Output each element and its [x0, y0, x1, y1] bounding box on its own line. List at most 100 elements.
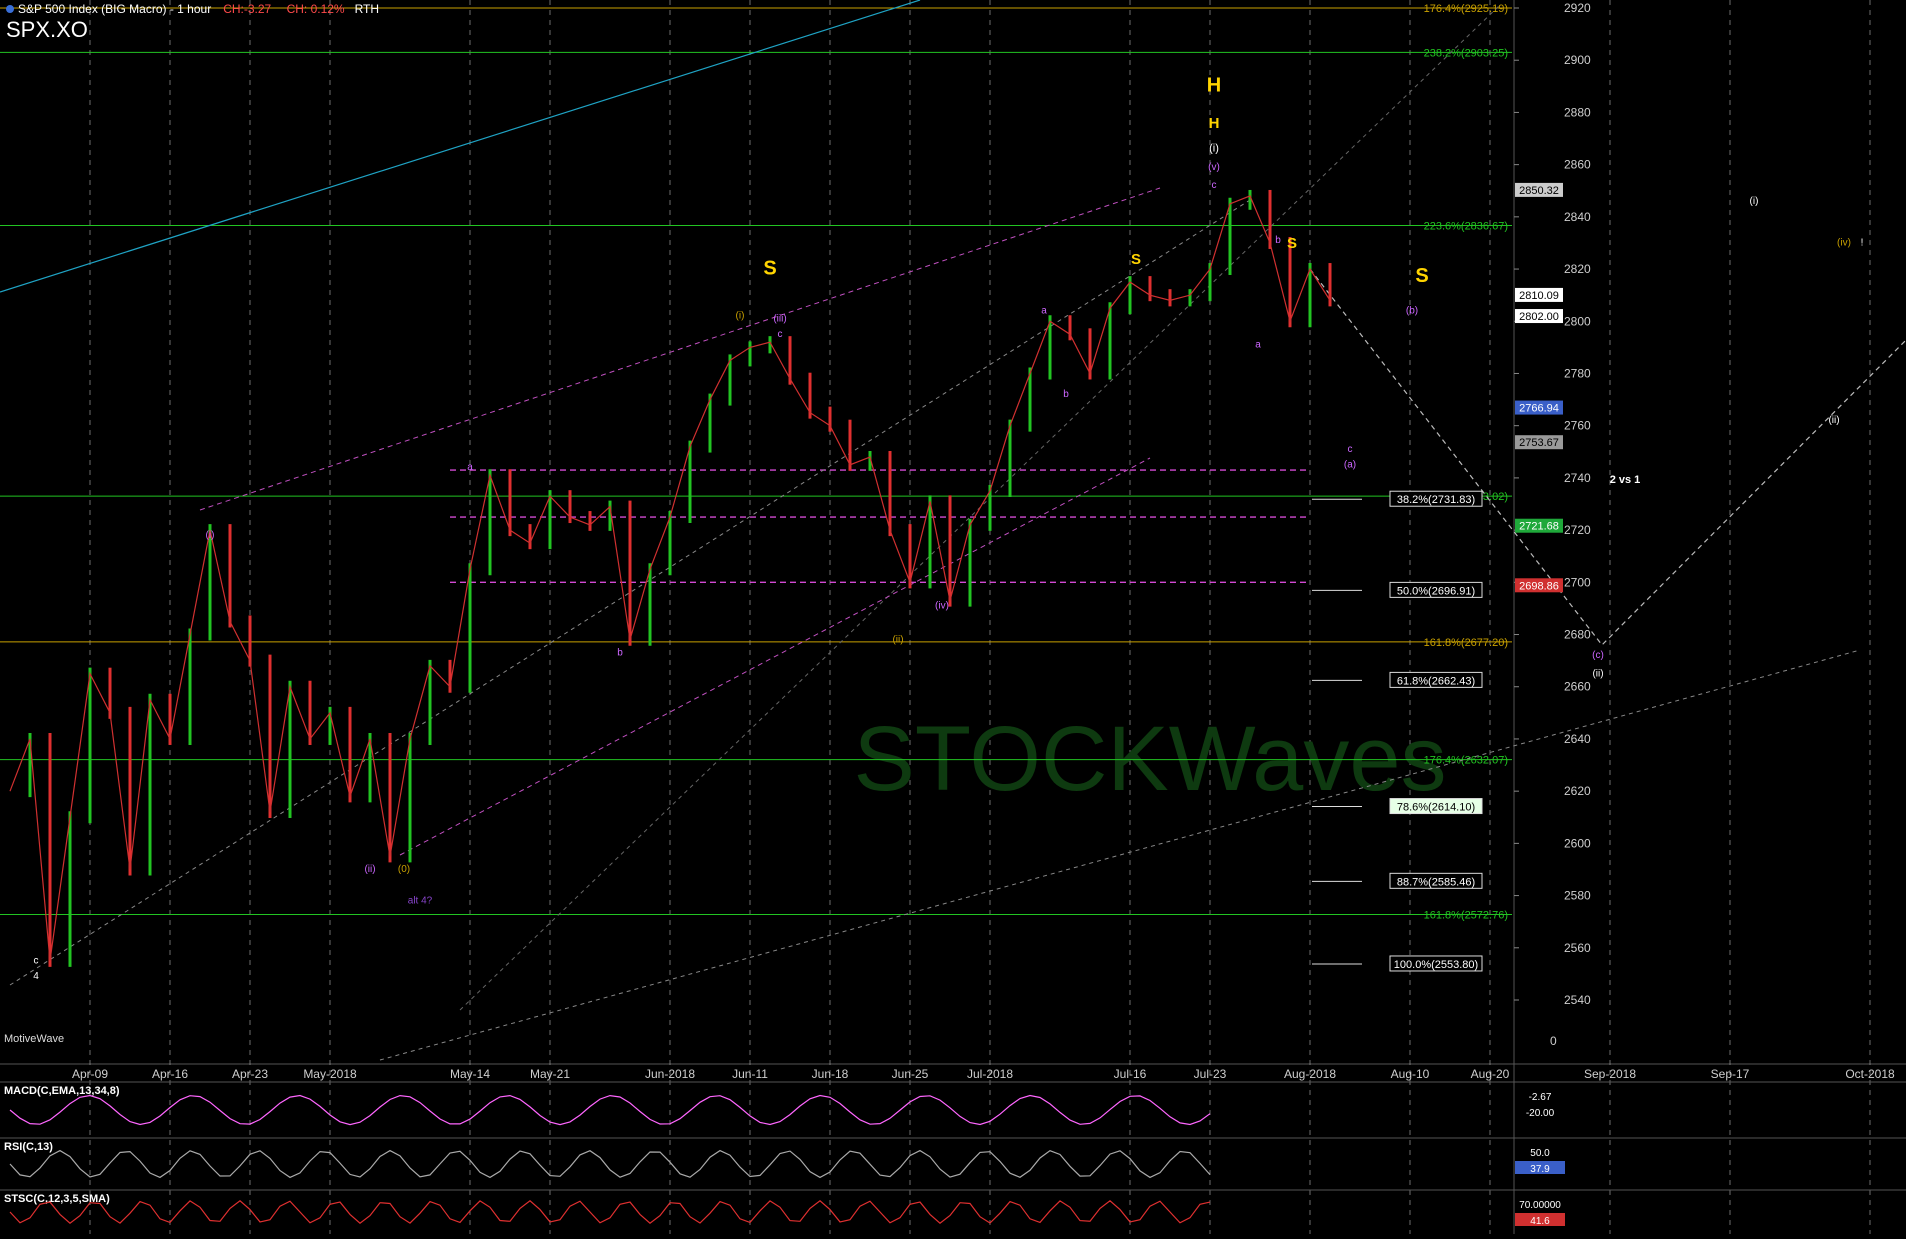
price-tick-label: 2700	[1564, 575, 1591, 589]
series-color-icon	[6, 5, 14, 13]
price-tick-label: 2640	[1564, 732, 1591, 746]
wave-label: (iv)	[935, 600, 949, 611]
time-tick-label: May-14	[450, 1067, 490, 1081]
price-tick-label: 2920	[1564, 1, 1591, 15]
price-axis-tag-label: 2721.68	[1519, 521, 1559, 533]
retracement-label: 38.2%(2731.83)	[1397, 494, 1475, 506]
price-axis-tag-label: 2810.09	[1519, 290, 1559, 302]
time-tick-label: Jun-18	[812, 1067, 849, 1081]
indicator-value-tag	[1515, 1145, 1565, 1158]
time-tick-label: Apr-16	[152, 1067, 188, 1081]
price-series-line	[9, 195, 1331, 961]
wave-label: c	[1212, 180, 1217, 191]
wave-label: (ii)	[892, 634, 903, 645]
time-tick-label: May-21	[530, 1067, 570, 1081]
price-axis-tag-label: 2850.32	[1519, 185, 1559, 197]
indicator-value-tag	[1515, 1213, 1565, 1226]
wave-label: c	[778, 329, 783, 340]
price-tick-label: 2800	[1564, 314, 1591, 328]
retracement-box	[1389, 490, 1483, 507]
wave-label: (ii)	[1828, 415, 1839, 426]
indicator-value: 50.0	[1530, 1148, 1550, 1159]
teal-trendline	[0, 0, 921, 293]
indicator-value: 41.6	[1530, 1216, 1550, 1227]
wave-label: S	[1415, 265, 1428, 287]
wave-label: a	[467, 462, 473, 473]
price-axis-zero: 0	[1550, 1034, 1557, 1048]
time-tick-label: Aug-10	[1391, 1067, 1430, 1081]
retracement-box	[1389, 671, 1483, 688]
wave-label: b	[1275, 235, 1281, 246]
wedge-line	[199, 187, 1161, 511]
indicator-title: RSI(C,13)	[4, 1141, 53, 1153]
retracement-label: 100.0%(2553.80)	[1394, 959, 1478, 971]
wave-label: (i)	[1209, 143, 1219, 155]
wave-label: (0)	[398, 864, 410, 875]
time-tick-label: May-2018	[303, 1067, 357, 1081]
price-tick-label: 2680	[1564, 628, 1591, 642]
time-tick-label: Aug-2018	[1284, 1067, 1336, 1081]
chart-title: S&P 500 Index (BIG Macro) - 1 hour	[18, 2, 212, 16]
fib-level-label: 176.4%(2632.07)	[1424, 755, 1508, 767]
price-tick-label: 2900	[1564, 53, 1591, 67]
indicator-value-tag	[1515, 1105, 1565, 1118]
fib-level-label: 161.8%(2572.76)	[1424, 909, 1508, 921]
time-tick-label: Jun-2018	[645, 1067, 695, 1081]
wave-label: (b)	[1406, 305, 1418, 316]
price-axis-tag	[1515, 435, 1563, 450]
indicator-line	[9, 1094, 1211, 1126]
indicator-title: STSC(C,12,3,5,SMA)	[4, 1193, 110, 1205]
wave-label: (iii)	[773, 313, 786, 324]
wave-label: c	[34, 955, 39, 966]
indicator-value: 70.00000	[1519, 1200, 1561, 1211]
wave-label: (i)	[1750, 196, 1759, 207]
stockwaves-watermark: STOCKWaves	[853, 708, 1446, 810]
wave-label: !	[1861, 238, 1864, 249]
price-tick-label: 2880	[1564, 105, 1591, 119]
price-tick-label: 2860	[1564, 158, 1591, 172]
time-tick-label: Jun-11	[732, 1067, 768, 1081]
retracement-label: 88.7%(2585.46)	[1397, 876, 1475, 888]
time-tick-label: Sep-2018	[1584, 1067, 1636, 1081]
projection-path	[1309, 268, 1906, 646]
retracement-box	[1389, 872, 1483, 889]
fib-level-label: 223.6%(2836.67)	[1424, 221, 1508, 233]
price-tick-label: 2580	[1564, 889, 1591, 903]
wave-label: S	[1287, 235, 1297, 252]
price-tick-label: 2620	[1564, 784, 1591, 798]
price-tick-label: 2820	[1564, 262, 1591, 276]
indicator-line	[9, 1200, 1211, 1224]
price-axis-tag-label: 2698.86	[1519, 580, 1559, 592]
time-tick-label: Jul-2018	[967, 1067, 1013, 1081]
indicator-line	[9, 1149, 1211, 1179]
wave-label: H	[1209, 115, 1220, 132]
price-axis-tag	[1515, 518, 1563, 533]
wave-label: H	[1207, 75, 1221, 97]
price-tick-label: 2720	[1564, 523, 1591, 537]
wave-label: S	[1131, 251, 1141, 268]
time-tick-label: Jul-16	[1114, 1067, 1147, 1081]
time-tick-label: Jun-25	[892, 1067, 929, 1081]
wave-label: S	[763, 257, 776, 279]
price-tick-label: 2840	[1564, 210, 1591, 224]
wave-label: (i)	[206, 530, 215, 541]
price-axis-tag-label: 2766.94	[1519, 403, 1559, 415]
chart-header: S&P 500 Index (BIG Macro) - 1 hour CH:-3.…	[6, 2, 379, 16]
retracement-note: 2 vs 1	[1610, 474, 1641, 486]
indicator-value-tag	[1515, 1197, 1565, 1210]
price-tick-label: 2740	[1564, 471, 1591, 485]
indicator-value-tag	[1515, 1161, 1565, 1174]
retracement-box	[1389, 798, 1483, 815]
price-axis-tag	[1515, 400, 1563, 415]
indicator-title: MACD(C,EMA,13,34,8)	[4, 1085, 120, 1097]
price-tick-label: 2760	[1564, 419, 1591, 433]
time-tick-label: Apr-23	[232, 1067, 268, 1081]
retracement-label: 61.8%(2662.43)	[1397, 675, 1475, 687]
wave-label: (ii)	[1592, 668, 1603, 679]
wave-label: (iv)	[1837, 238, 1851, 249]
time-tick-label: Oct-2018	[1845, 1067, 1895, 1081]
time-tick-label: Jul-23	[1194, 1067, 1227, 1081]
